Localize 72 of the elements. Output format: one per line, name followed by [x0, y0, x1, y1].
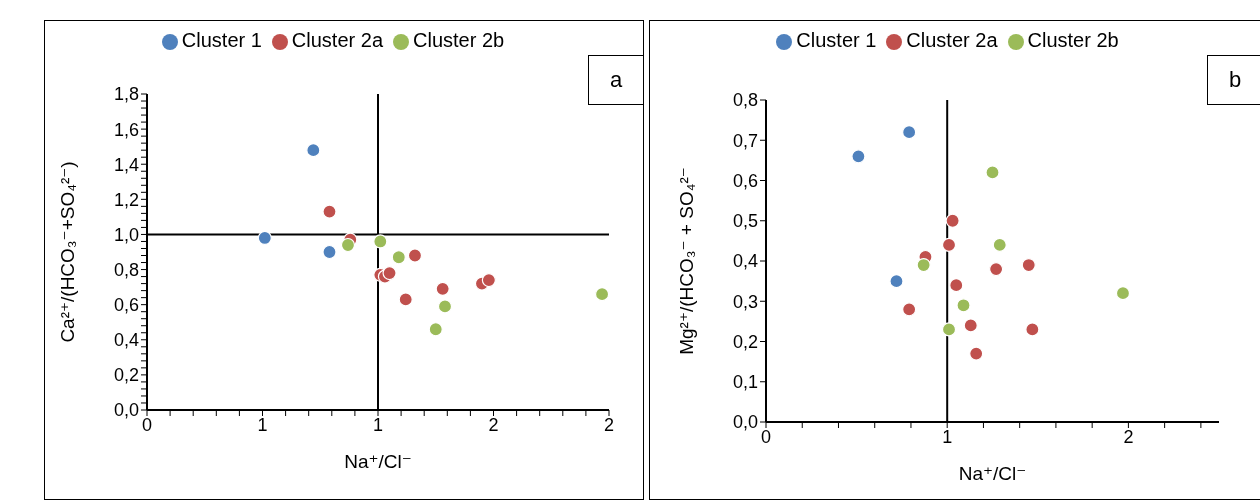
y-tick-label: 0,2	[113, 365, 139, 386]
point	[322, 204, 337, 219]
y-tick-label: 0,6	[732, 170, 758, 191]
x-tick-label: 2	[488, 414, 499, 435]
point	[257, 230, 272, 246]
point	[992, 237, 1007, 252]
y-tick-label: 0,5	[732, 211, 758, 232]
x-tick-label: 1	[257, 414, 268, 435]
point	[428, 322, 443, 337]
point	[945, 213, 960, 228]
point	[902, 125, 917, 140]
y-axis-title: Ca²⁺/(HCO₃⁻+SO₄²⁻)	[56, 161, 78, 343]
y-tick-label: 1,8	[113, 84, 139, 105]
x-tick-label: 0	[141, 414, 153, 435]
legend-label: Cluster 2b	[413, 29, 505, 51]
point	[851, 149, 866, 164]
y-tick-label: 0,8	[732, 90, 758, 111]
point	[398, 292, 413, 307]
point	[941, 322, 957, 337]
y-tick-label: 0,4	[732, 251, 758, 272]
point	[373, 234, 388, 249]
y-tick-label: 1,2	[113, 189, 139, 210]
point	[985, 165, 1000, 180]
point	[956, 298, 971, 313]
y-tick-label: 1,0	[113, 224, 139, 245]
point	[949, 278, 964, 293]
point	[481, 272, 496, 288]
y-tick-label: 0,0	[732, 412, 758, 433]
y-tick-label: 0,7	[732, 130, 758, 151]
point	[382, 265, 397, 281]
y-tick-label: 1,6	[113, 119, 139, 140]
point	[963, 318, 978, 333]
text: a	[588, 55, 644, 105]
point	[306, 143, 321, 158]
legend-label: Cluster 2a	[291, 29, 384, 51]
x-tick-label: 0	[760, 426, 772, 447]
y-tick-label: 0,1	[732, 372, 758, 393]
point	[1115, 286, 1131, 301]
x-tick-label: 1	[942, 426, 953, 447]
y-tick-label: 1,4	[113, 154, 139, 175]
point	[407, 248, 423, 263]
point	[1021, 257, 1036, 273]
y-tick-label: 0,8	[113, 259, 139, 280]
y-tick-label: 0,0	[113, 400, 139, 421]
point	[989, 261, 1004, 277]
point	[969, 346, 984, 361]
legend-label: Cluster 2b	[1027, 29, 1119, 51]
legend-label: Cluster 1	[181, 29, 262, 51]
x-tick-label: 1	[372, 414, 384, 435]
y-tick-label: 0,6	[113, 295, 139, 316]
point	[916, 257, 931, 273]
point	[941, 237, 957, 252]
y-tick-label: 0,4	[113, 330, 139, 351]
point	[902, 302, 917, 317]
point	[594, 287, 609, 302]
x-axis-title: Na⁺/Cl⁻	[344, 451, 412, 472]
x-tick-label: 2	[603, 414, 615, 435]
x-tick-label: 2	[1123, 426, 1134, 447]
legend-label: Cluster 2a	[906, 29, 998, 51]
point	[437, 299, 453, 314]
x-axis-title: Na⁺/Cl⁻	[958, 463, 1027, 484]
legend-label: Cluster 1	[796, 29, 877, 51]
point	[435, 281, 450, 296]
point	[391, 250, 406, 265]
y-axis-title: Mg²⁺/(HCO₃⁻ + SO₄²⁻	[675, 167, 697, 355]
y-tick-label: 0,2	[732, 331, 758, 352]
point	[1025, 322, 1040, 337]
point	[322, 244, 337, 260]
point	[889, 274, 904, 289]
text: b	[1207, 55, 1260, 105]
point	[340, 237, 356, 253]
y-tick-label: 0,3	[732, 291, 758, 312]
